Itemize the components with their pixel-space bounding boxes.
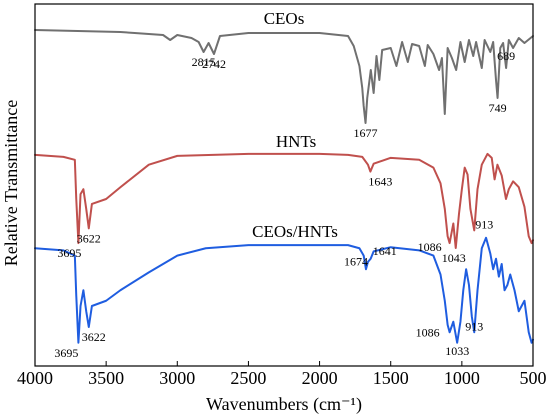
series-line-ceos [34,29,534,124]
peak-label-hnts-1643: 1643 [368,175,392,189]
x-tick-label-1500: 1500 [373,368,409,388]
peak-label-hnts-1043: 1043 [442,251,466,265]
label-layer: CEOs281527421677749689HNTs36953622164310… [54,9,515,360]
peak-label-hnts-3622: 3622 [77,231,101,245]
x-tick-label-2000: 2000 [302,368,338,388]
peak-label-ceos-749: 749 [489,101,507,115]
peak-label-ceos-hnts-1641: 1641 [373,244,397,258]
peak-label-ceos-hnts-1674: 1674 [344,254,368,268]
peak-label-ceos-689: 689 [497,49,515,63]
series-line-hnts [34,152,534,249]
y-axis-title: Relative Transmittance [1,100,21,266]
peak-label-ceos-hnts-3622: 3622 [82,330,106,344]
peak-label-ceos-hnts-3695: 3695 [54,346,78,360]
peak-label-ceos-hnts-1033: 1033 [445,344,469,358]
series-label-hnts: HNTs [276,132,316,151]
series-label-ceos: CEOs [264,9,305,28]
peak-label-hnts-3695: 3695 [57,246,81,260]
peak-label-ceos-1677: 1677 [354,126,378,140]
x-tick-label-2500: 2500 [230,368,266,388]
peak-label-ceos-hnts-913: 913 [465,319,483,333]
x-tick-label-500: 500 [520,368,547,388]
peak-label-hnts-1086: 1086 [418,240,442,254]
x-tick-label-3500: 3500 [88,368,124,388]
x-axis-title: Wavenumbers (cm⁻¹) [206,394,362,415]
x-tick-label-3000: 3000 [159,368,195,388]
peak-label-ceos-2815: 2815 [192,55,216,69]
axis-layer: 4000 3500 3000 2500 2000 1500 1000 500 [17,3,547,388]
x-tick-label-1000: 1000 [444,368,480,388]
x-tick-label-4000: 4000 [17,368,53,388]
plot-frame [34,3,534,367]
series-line-ceos-hnts [34,236,534,344]
series-layer [34,29,534,344]
series-label-ceos-hnts: CEOs/HNTs [252,222,338,241]
peak-label-ceos-2742: 2742 [202,57,226,71]
peak-label-ceos-hnts-1086: 1086 [416,325,440,339]
peak-label-hnts-913: 913 [475,217,493,231]
